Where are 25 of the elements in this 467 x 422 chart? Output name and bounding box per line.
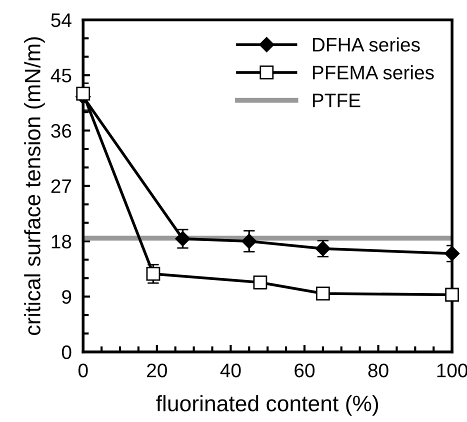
point <box>242 234 257 249</box>
x-tick-label: 60 <box>294 364 315 378</box>
point <box>146 266 160 281</box>
y-tick-label: 0 <box>62 345 72 360</box>
x-tick-label: 0 <box>78 364 88 378</box>
y-tick-label: 36 <box>51 124 72 138</box>
y-axis-title: critical surface tension (mN/m) <box>24 37 45 335</box>
y-tick-label: 18 <box>52 234 72 248</box>
x-axis-title: fluorinated content (%) <box>156 395 378 416</box>
point <box>444 246 460 262</box>
x-tick-label: 80 <box>368 364 388 378</box>
point <box>316 286 330 300</box>
y-tick-label: 45 <box>50 68 72 82</box>
point <box>253 276 268 290</box>
legend-label: DFHA series <box>312 37 420 52</box>
y-tick-label: 27 <box>51 179 72 193</box>
legend-label: PTFE <box>312 94 360 108</box>
point <box>76 86 90 101</box>
x-tick-label: 40 <box>220 364 241 378</box>
point <box>445 288 459 302</box>
legend-label: PFEMA series <box>312 65 434 80</box>
y-tick-label: 9 <box>62 290 72 304</box>
point <box>175 231 190 246</box>
y-tick-label: 54 <box>51 14 72 28</box>
x-tick-label: 20 <box>147 364 167 378</box>
